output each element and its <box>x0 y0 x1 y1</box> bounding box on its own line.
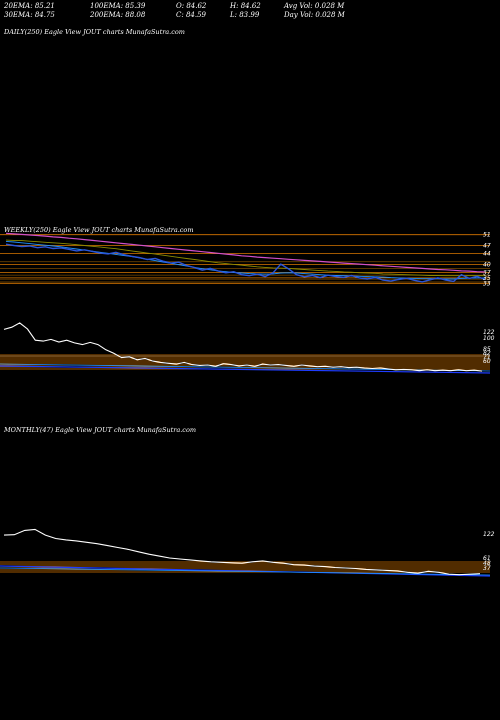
oscillator-tick-label: 100 <box>483 335 495 342</box>
avg-vol-value: Avg Vol: 0.028 M <box>284 2 345 10</box>
weekly-price-bands <box>0 234 490 284</box>
oscillator-tick-label: 61 <box>483 555 491 562</box>
oscillator-tick-label: 60 <box>483 358 491 365</box>
day-vol-value: Day Vol: 0.028 M <box>284 10 345 19</box>
oscillator-tick-label: 122 <box>483 329 495 336</box>
ema-long-line <box>5 232 486 273</box>
monthly-oscillator-lines <box>0 528 491 577</box>
low-value: L: 83.99 <box>230 10 260 19</box>
oscillator-tick-label: 85 <box>483 346 491 353</box>
ema-fast-line <box>5 240 485 280</box>
oscillator-tick-label: 82 <box>483 350 491 357</box>
oscillator-line <box>3 322 483 372</box>
oscillator-average-line <box>0 567 491 576</box>
ema200-value: 200EMA: 88.08 <box>90 10 146 19</box>
stats-header: 20EMA: 85.21 100EMA: 85.39 O: 84.62 H: 84.6… <box>4 2 345 19</box>
weekly-panel-label: WEEKLY(250) Eagle View JOUT charts Munaf… <box>4 226 194 234</box>
price-tick-label: 40 <box>483 261 491 268</box>
ema100-value: 100EMA: 85.39 <box>90 2 146 10</box>
high-value: H: 84.62 <box>230 2 261 10</box>
close-value: C: 84.59 <box>176 10 206 19</box>
ema30-value: 30EMA: 84.75 <box>4 10 55 19</box>
price-tick-label: 33 <box>483 280 491 287</box>
ema20-value: 20EMA: 85.21 <box>4 2 55 10</box>
weekly-oscillator-lines <box>0 322 491 374</box>
price-tick-label: 51 <box>483 232 491 239</box>
price-tick-label: 44 <box>483 251 491 258</box>
oscillator-line <box>3 528 481 576</box>
price-tick-label: 47 <box>483 243 491 250</box>
stats-row-1: 20EMA: 85.21 100EMA: 85.39 O: 84.62 H: 84.6… <box>4 2 345 11</box>
price-tick-label: 35 <box>483 275 491 282</box>
stats-row-2: 30EMA: 84.75 200EMA: 88.08 C: 84.59 L: 83.9… <box>4 11 345 20</box>
oscillator-tick-label: 122 <box>483 531 495 538</box>
oscillator-tick-label: 37 <box>483 565 491 572</box>
monthly-panel-label: MONTHLY(47) Eagle View JOUT charts Munaf… <box>4 426 197 434</box>
weekly-price-lines <box>5 232 486 283</box>
oscillator-signal-line <box>0 565 491 577</box>
price-tick-label: 37 <box>483 270 491 277</box>
oscillator-tick-label: 71 <box>483 354 491 361</box>
ema-slow-line <box>5 239 485 277</box>
price-line <box>5 243 486 283</box>
oscillator-signal-line <box>0 365 491 374</box>
oscillator-tick-label: 48 <box>483 560 491 567</box>
open-value: O: 84.62 <box>176 2 207 10</box>
daily-panel-label: DAILY(250) Eagle View JOUT charts Munafa… <box>4 28 185 36</box>
